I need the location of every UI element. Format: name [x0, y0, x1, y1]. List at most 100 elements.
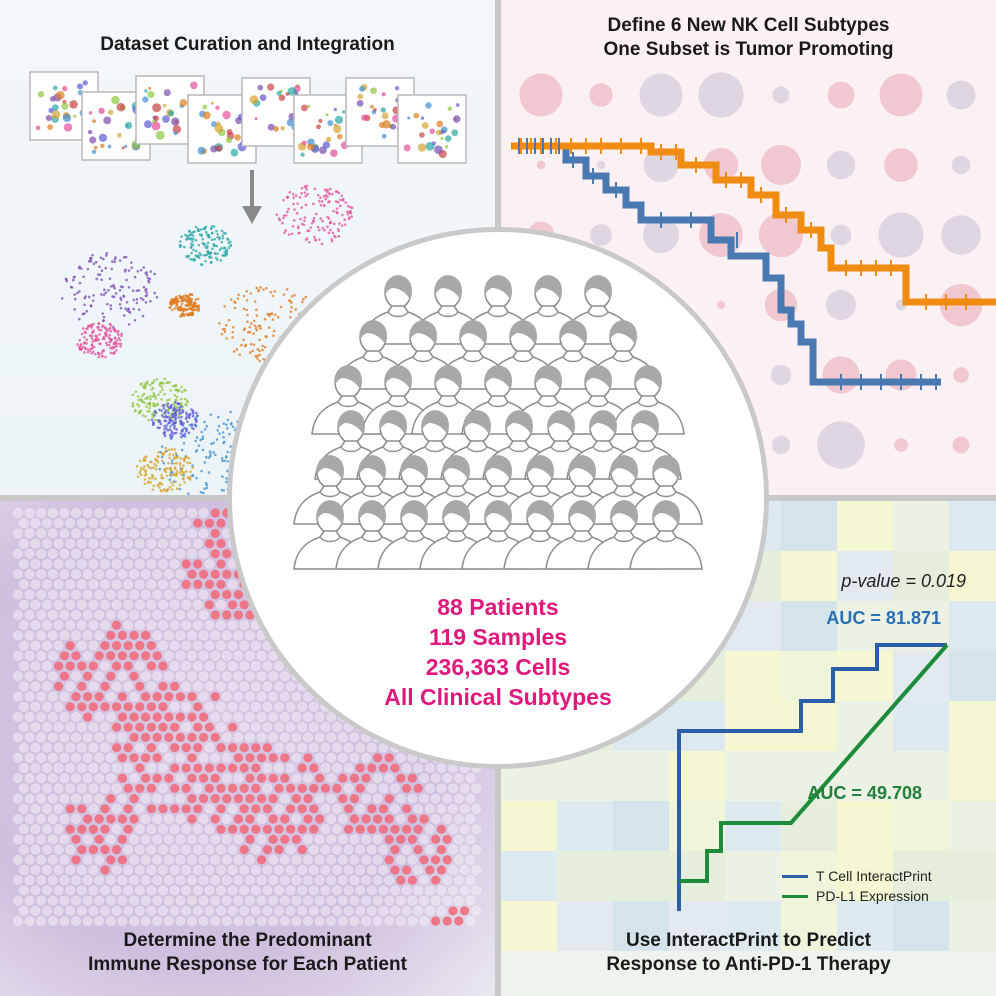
spot — [303, 712, 313, 722]
spot — [245, 773, 255, 783]
spot — [18, 844, 29, 855]
spot — [47, 916, 58, 926]
spot — [384, 895, 395, 906]
spot — [291, 732, 302, 743]
heat-tile — [837, 501, 893, 551]
spot — [158, 742, 168, 753]
spot — [181, 620, 192, 631]
spot — [83, 712, 93, 722]
spot — [395, 916, 406, 926]
spot — [326, 752, 337, 763]
spot — [285, 722, 296, 733]
spot — [192, 640, 203, 651]
spot — [117, 589, 128, 600]
spot — [442, 875, 453, 886]
spot — [216, 783, 226, 793]
spot — [210, 569, 220, 579]
spot — [413, 845, 423, 855]
spot — [216, 518, 226, 528]
spot — [465, 814, 476, 824]
spot — [59, 752, 70, 763]
spot — [448, 824, 458, 835]
spot — [13, 650, 23, 661]
spot — [396, 875, 406, 885]
spot — [245, 630, 255, 641]
spot — [24, 589, 35, 600]
spot — [239, 600, 249, 610]
spot — [152, 834, 163, 845]
bubble — [519, 73, 563, 117]
spot — [431, 916, 441, 926]
spot — [112, 661, 122, 671]
spot — [30, 620, 41, 631]
spot — [268, 854, 279, 865]
spot — [187, 814, 197, 824]
spot — [239, 620, 250, 631]
spot — [181, 804, 191, 814]
spot — [268, 712, 279, 722]
spot — [297, 804, 307, 814]
spot — [448, 803, 458, 814]
spot — [402, 824, 412, 834]
spot — [24, 691, 35, 702]
spot — [262, 865, 273, 875]
spot — [343, 844, 354, 855]
spot — [123, 702, 133, 712]
spot — [430, 814, 441, 824]
spot — [372, 854, 383, 865]
spot — [256, 916, 267, 926]
spot — [47, 610, 58, 620]
heat-tile — [949, 751, 996, 801]
spot — [366, 885, 377, 896]
spot — [314, 875, 325, 886]
spot — [198, 630, 209, 641]
spot — [53, 905, 64, 916]
spot — [204, 620, 215, 631]
roc-legend: T Cell InteractPrint PD-L1 Expression — [782, 866, 932, 906]
spot — [349, 814, 359, 824]
spot — [192, 783, 203, 794]
auc-tcell-label: AUC = 81.871 — [826, 608, 941, 628]
spot — [222, 569, 232, 579]
spot — [135, 763, 145, 773]
spot — [413, 763, 424, 773]
umap-cluster — [135, 446, 194, 493]
spot — [24, 895, 35, 906]
spot — [216, 844, 226, 855]
spot — [227, 865, 238, 875]
spot — [164, 732, 174, 742]
spot — [430, 793, 441, 804]
spot — [146, 661, 156, 671]
heat-tile — [949, 501, 996, 551]
spot — [413, 865, 424, 875]
spot — [141, 692, 151, 702]
spot — [216, 824, 226, 834]
spot — [366, 905, 377, 916]
spot — [378, 905, 389, 916]
spot — [13, 508, 23, 518]
spot — [372, 895, 383, 906]
spot — [47, 671, 58, 682]
heat-tile — [501, 801, 557, 851]
spot — [402, 783, 412, 793]
spot — [465, 773, 476, 784]
spot — [105, 589, 116, 600]
spot — [216, 661, 226, 671]
spot — [30, 905, 41, 916]
spot — [158, 599, 168, 610]
spot — [42, 905, 52, 916]
spot — [465, 834, 476, 845]
spot — [47, 630, 58, 641]
spot — [233, 691, 244, 702]
spot — [117, 548, 128, 559]
spot — [100, 559, 110, 569]
bubble — [642, 216, 680, 254]
spot — [198, 528, 209, 539]
spot — [233, 875, 244, 886]
spot — [192, 599, 203, 610]
spot — [198, 671, 209, 682]
spot — [315, 814, 325, 824]
spot — [187, 773, 197, 783]
spot — [18, 701, 29, 712]
spot — [401, 844, 412, 855]
